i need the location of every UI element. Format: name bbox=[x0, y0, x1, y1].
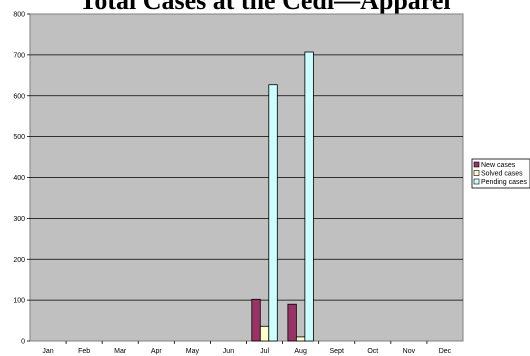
y-tick-label: 800 bbox=[13, 12, 25, 19]
x-tick-label: Oct bbox=[367, 348, 378, 355]
y-tick-label: 200 bbox=[13, 257, 25, 264]
bar-solved-cases-aug bbox=[295, 336, 306, 342]
x-tick-label: Jul bbox=[260, 348, 269, 355]
y-tick-label: 700 bbox=[13, 52, 25, 59]
bar-pending-cases-aug bbox=[304, 51, 314, 342]
x-tick-label: Dec bbox=[439, 348, 452, 355]
x-tick-label: Jan bbox=[42, 348, 53, 355]
x-tick-label: Aug bbox=[294, 348, 307, 355]
x-tick-label: Feb bbox=[78, 348, 90, 355]
legend-label: Solved cases bbox=[481, 171, 523, 178]
x-tick-label: Mar bbox=[114, 348, 127, 355]
y-tick-label: 600 bbox=[13, 93, 25, 100]
y-tick-label: 300 bbox=[13, 216, 25, 223]
bar-solved-cases-jul bbox=[259, 325, 270, 342]
x-tick-label: Nov bbox=[403, 348, 416, 355]
x-tick-label: Jun bbox=[223, 348, 234, 355]
legend-swatch bbox=[473, 178, 480, 185]
legend-box bbox=[471, 158, 530, 189]
chart-title: Total Cases at the Cedi—Apparel bbox=[79, 0, 451, 15]
legend-swatch bbox=[473, 170, 480, 176]
bar-pending-cases-jul bbox=[268, 84, 278, 342]
x-tick-label: May bbox=[186, 348, 200, 355]
legend-label: Pending cases bbox=[481, 179, 527, 186]
bar-new-cases-jul bbox=[251, 298, 261, 342]
y-tick-label: 100 bbox=[13, 298, 25, 305]
legend-swatch bbox=[473, 161, 480, 168]
bar-new-cases-aug bbox=[287, 303, 297, 342]
y-tick-label: 0 bbox=[21, 339, 25, 346]
legend-label: New cases bbox=[481, 162, 516, 169]
y-tick-label: 500 bbox=[13, 134, 25, 141]
x-tick-label: Apr bbox=[151, 348, 163, 355]
x-tick-label: Sept bbox=[330, 348, 344, 355]
y-tick-label: 400 bbox=[13, 175, 25, 182]
